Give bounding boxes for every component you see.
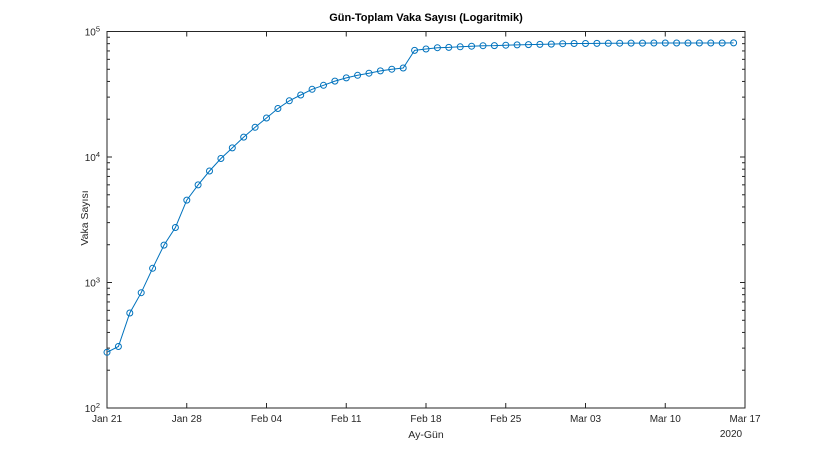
x-axis-label: Ay-Gün (408, 429, 444, 441)
y-tick-label: 102 (85, 401, 100, 415)
data-point-marker (388, 65, 396, 73)
data-point-marker (194, 181, 202, 189)
data-point-marker (433, 44, 441, 52)
x-tick-label: Mar 17 (729, 414, 761, 425)
data-point-marker (650, 39, 658, 47)
y-tick-label: 103 (85, 276, 100, 290)
x-tick-label: Feb 25 (490, 414, 522, 425)
data-point-marker (251, 123, 259, 131)
data-point-marker (707, 39, 715, 47)
chart-title: Gün-Toplam Vaka Sayısı (Logaritmik) (329, 12, 523, 24)
data-point-marker (456, 43, 464, 51)
data-point-marker (285, 97, 293, 105)
data-point-marker (206, 167, 213, 175)
data-point-marker (263, 114, 270, 122)
data-point-marker (376, 67, 384, 75)
data-point-marker (228, 144, 236, 152)
data-point-marker (593, 39, 601, 47)
data-point-marker (695, 39, 703, 47)
data-point-marker (274, 105, 282, 112)
data-point-marker (354, 71, 362, 79)
x-tick-label: Jan 28 (172, 414, 202, 425)
data-point-marker (114, 343, 122, 350)
data-point-marker (525, 41, 532, 49)
x-tick-label: Mar 03 (570, 414, 602, 425)
data-point-marker (160, 241, 168, 249)
data-point-marker (559, 40, 567, 48)
x-tick-label: Mar 10 (650, 414, 682, 425)
data-point-marker (445, 43, 453, 51)
data-point-marker (365, 69, 373, 77)
data-point-marker (616, 39, 624, 47)
data-series (103, 39, 738, 356)
data-point-marker (217, 155, 225, 162)
data-point-marker (730, 39, 738, 47)
y-tick-label: 104 (85, 150, 100, 164)
series-line (106, 42, 734, 353)
data-point-marker (673, 39, 681, 47)
data-point-marker (342, 74, 350, 82)
data-point-marker (126, 309, 134, 317)
data-point-marker (468, 42, 476, 50)
x-tick-label: Feb 11 (331, 414, 362, 425)
data-point-marker (308, 85, 316, 93)
data-point-marker (171, 224, 179, 231)
data-point-marker (331, 77, 339, 85)
data-point-marker (149, 264, 157, 272)
data-point-marker (502, 41, 510, 49)
tick-labels: Jan 21 Jan 28 Feb 04 Feb 11 Feb 18 Feb 25 Mar … (85, 25, 761, 426)
data-point-marker (604, 39, 612, 47)
data-point-marker (627, 39, 635, 47)
x-tick-label: Feb 04 (251, 414, 283, 425)
data-point-marker (297, 91, 305, 99)
data-point-marker (513, 41, 521, 49)
data-point-marker (103, 348, 111, 356)
data-point-marker (411, 46, 419, 54)
data-point-marker (137, 289, 145, 297)
data-point-marker (183, 196, 191, 204)
data-point-marker (320, 81, 327, 89)
data-point-marker (684, 39, 692, 47)
x-tick-label: Feb 18 (410, 414, 442, 425)
data-point-marker (422, 45, 430, 53)
x-tick-label: Jan 21 (92, 414, 122, 425)
y-tick-label: 105 (85, 25, 100, 39)
axes-frame (106, 31, 746, 409)
data-point-marker (639, 39, 646, 47)
data-point-marker (718, 39, 726, 47)
y-axis-label: Vaka Sayısı (79, 190, 91, 245)
data-point-marker (661, 39, 669, 47)
data-point-marker (547, 40, 555, 48)
data-point-marker (399, 64, 407, 72)
data-point-marker (240, 133, 248, 141)
x-axis-year-label: 2020 (720, 429, 743, 440)
data-point-marker (536, 40, 544, 48)
data-point-marker (582, 40, 589, 47)
data-point-marker (490, 42, 498, 50)
data-point-marker (570, 40, 578, 47)
data-point-marker (479, 42, 487, 50)
